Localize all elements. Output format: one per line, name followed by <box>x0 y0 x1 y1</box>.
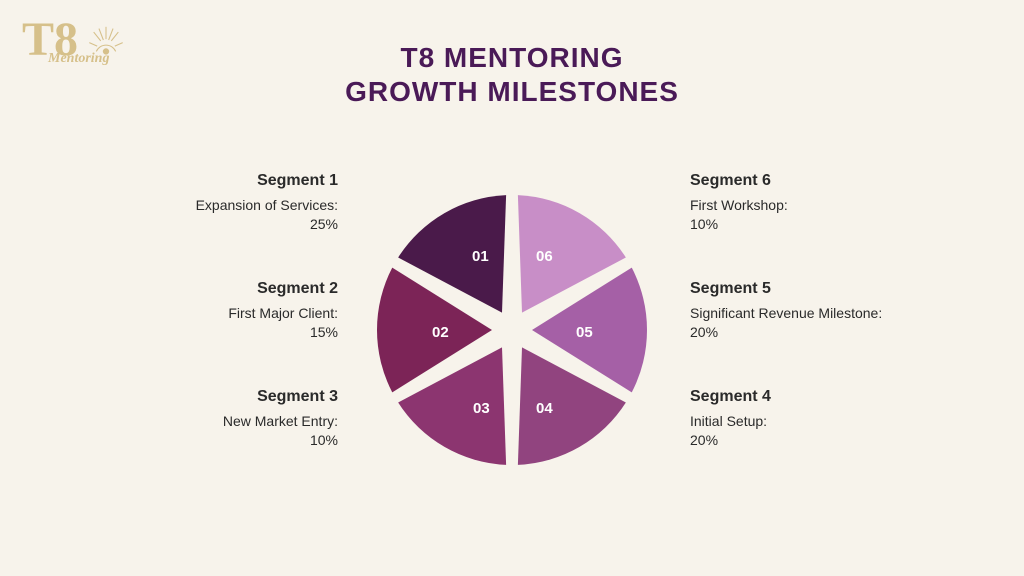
legend-title: Segment 4 <box>690 388 920 406</box>
legend-desc: Expansion of Services:25% <box>108 196 338 234</box>
legend-title: Segment 6 <box>690 172 920 190</box>
slice-label-05: 05 <box>576 324 593 341</box>
legend-item: Segment 2 First Major Client:15% <box>108 280 338 342</box>
slice-label-02: 02 <box>432 324 449 341</box>
legend-item: Segment 3 New Market Entry:10% <box>108 388 338 450</box>
slice-label-04: 04 <box>536 400 553 417</box>
legend-title: Segment 3 <box>108 388 338 406</box>
legend-item: Segment 5 Significant Revenue Milestone:2… <box>690 280 920 342</box>
legend-item: Segment 1 Expansion of Services:25% <box>108 172 338 234</box>
legend-desc: Initial Setup:20% <box>690 412 920 450</box>
legend-desc: New Market Entry:10% <box>108 412 338 450</box>
legend-desc: Significant Revenue Milestone:20% <box>690 304 920 342</box>
legend-title: Segment 1 <box>108 172 338 190</box>
slice-label-06: 06 <box>536 248 553 265</box>
legend-item: Segment 6 First Workshop:10% <box>690 172 920 234</box>
legend-desc: First Major Client:15% <box>108 304 338 342</box>
legend-item: Segment 4 Initial Setup:20% <box>690 388 920 450</box>
legend-desc: First Workshop:10% <box>690 196 920 234</box>
legend-title: Segment 5 <box>690 280 920 298</box>
slice-label-01: 01 <box>472 248 489 265</box>
slice-label-03: 03 <box>473 400 490 417</box>
legend-title: Segment 2 <box>108 280 338 298</box>
